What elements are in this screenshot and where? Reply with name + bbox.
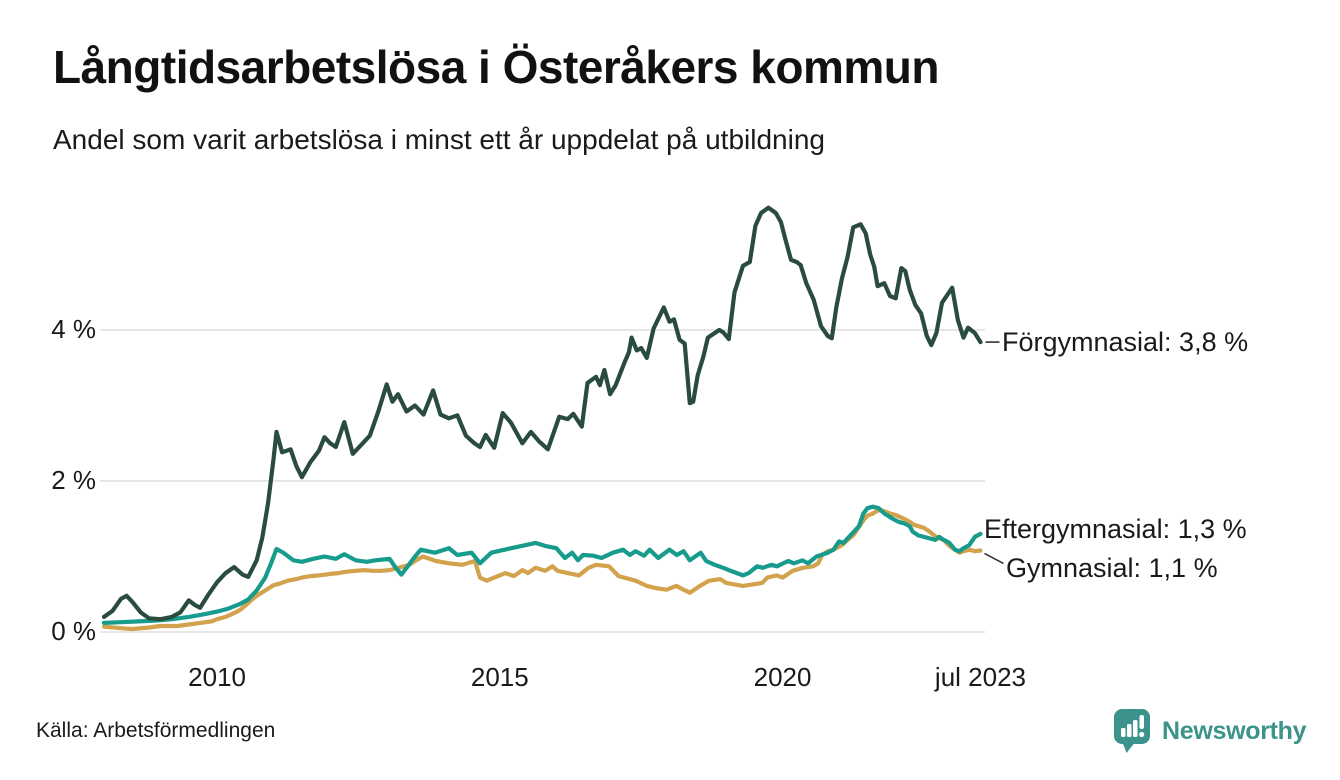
bar-large: [1133, 720, 1138, 737]
brand-name: Newsworthy: [1162, 716, 1307, 745]
label-connector-gymnasial: [984, 552, 1004, 565]
source-note: Källa: Arbetsförmedlingen: [36, 719, 276, 742]
series-line-frgymnasial: [101, 205, 983, 622]
x-tick-label: 2015: [470, 662, 529, 692]
chart-title: Långtidsarbetslösa i Österåkers kommun: [53, 41, 939, 93]
y-tick-label: 4 %: [51, 314, 96, 344]
y-tick-label: 2 %: [51, 465, 96, 495]
series-label-forgymnasial: Förgymnasial: 3,8 %: [1002, 327, 1249, 357]
exclamation-dot: [1139, 731, 1145, 738]
series-label-eftergymnasial: Eftergymnasial: 1,3 %: [984, 514, 1247, 544]
bar-medium: [1127, 724, 1132, 737]
chart-subtitle: Andel som varit arbetslösa i minst ett å…: [53, 124, 825, 155]
series-label-gymnasial: Gymnasial: 1,1 %: [1006, 553, 1218, 583]
brand-logo: Newsworthy: [1113, 708, 1307, 754]
x-tick-label: 2020: [753, 662, 812, 692]
speech-bubble-bar-chart-icon: [1114, 709, 1150, 753]
bar-small: [1121, 728, 1126, 737]
x-tick-label: jul 2023: [934, 662, 1026, 692]
x-tick-label: 2010: [188, 662, 246, 692]
y-tick-label: 0 %: [51, 616, 96, 646]
series-line-eftergymnasial: [101, 504, 983, 625]
exclamation-bar: [1139, 715, 1144, 729]
